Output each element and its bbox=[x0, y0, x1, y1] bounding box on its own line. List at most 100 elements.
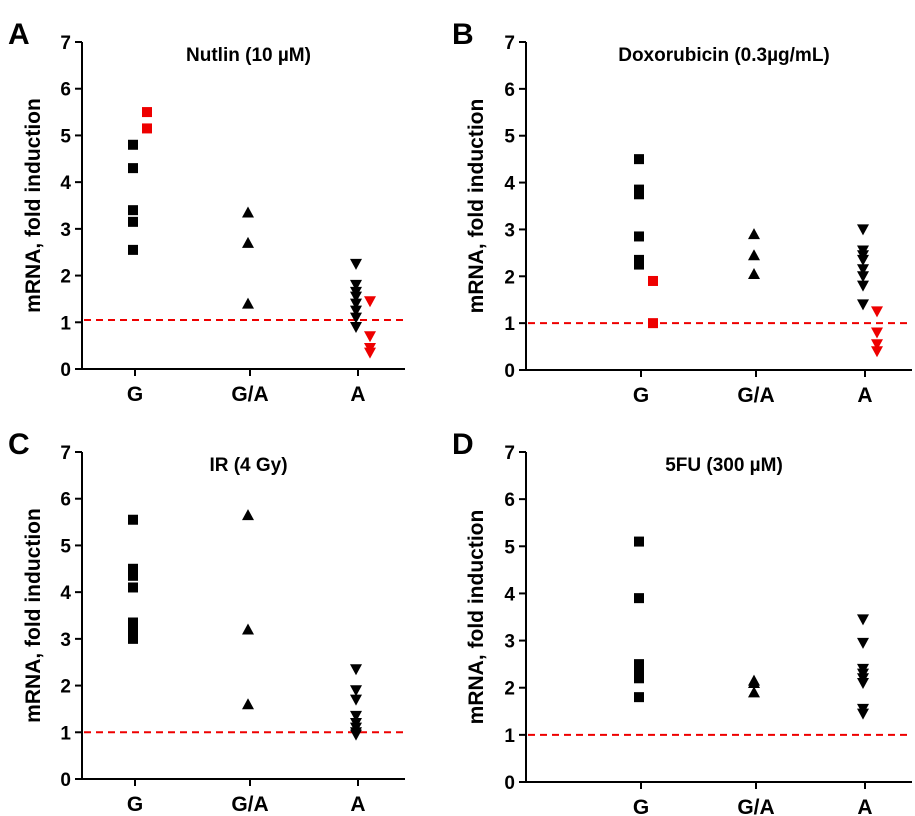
panel-b-data-point bbox=[857, 299, 869, 311]
panel-c-data-point bbox=[128, 570, 138, 581]
panel-c-data-point bbox=[128, 514, 138, 525]
panel-a-ytick-label: 3 bbox=[60, 220, 71, 241]
panel-d-category-label: A bbox=[857, 796, 872, 816]
panel-b-data-point bbox=[634, 231, 644, 242]
panel-c-ytick-label: 3 bbox=[60, 630, 71, 651]
panel-d-data-point bbox=[634, 692, 644, 703]
panel-d-letter: D bbox=[452, 428, 474, 461]
panel-c-ytick-label: 0 bbox=[60, 770, 71, 791]
panel-c-data-point bbox=[350, 685, 362, 697]
panel-b-data-point bbox=[871, 339, 883, 351]
panel-b-data-point bbox=[857, 271, 869, 283]
panel-a-ytick-label: 4 bbox=[60, 173, 71, 194]
panel-d-data-point bbox=[857, 708, 869, 720]
panel-b-category-label: G bbox=[633, 384, 649, 407]
panel-d-data-point bbox=[857, 637, 869, 649]
panel-b-data-point bbox=[857, 254, 869, 266]
panel-c-data-point bbox=[242, 509, 254, 521]
panel-b-data-point bbox=[871, 306, 883, 318]
panel-c-data-point bbox=[350, 664, 362, 676]
panel-b-ytick-label: 2 bbox=[504, 267, 515, 288]
panel-a-data-point bbox=[364, 296, 376, 308]
panel-d-data-point bbox=[857, 614, 869, 626]
panel-b-data-point bbox=[634, 154, 644, 165]
panel-c-category-label: G bbox=[127, 793, 143, 816]
panel-b-ylabel: mRNA, fold induction bbox=[465, 99, 488, 314]
panel-b-data-point bbox=[634, 259, 644, 270]
panel-a-data-point bbox=[364, 347, 376, 359]
panel-c-category-label: G/A bbox=[231, 793, 268, 816]
panel-a-data-point bbox=[364, 331, 376, 343]
panel-d: D 5FU (300 µM) mRNA, fold induction 0 1 2 3 4 5 6… bbox=[452, 428, 912, 816]
panel-b-data-point bbox=[748, 228, 760, 240]
panel-d-ytick-label: 1 bbox=[504, 726, 515, 747]
panel-c-data-point bbox=[128, 563, 138, 574]
panel-d-title: 5FU (300 µM) bbox=[665, 455, 783, 476]
panel-b-letter: B bbox=[452, 18, 474, 51]
panel-b-category-label: G/A bbox=[737, 384, 774, 407]
panel-b-category-label: A bbox=[857, 384, 872, 407]
panel-a-data-point bbox=[128, 205, 138, 216]
panel-c-ytick-label: 6 bbox=[60, 490, 71, 511]
panel-c: C IR (4 Gy) mRNA, fold induction 0 1 2 3 4 5 6 7 G G… bbox=[8, 428, 405, 816]
panel-d-ytick-label: 4 bbox=[504, 584, 515, 605]
panel-d-data-point bbox=[634, 593, 644, 604]
panel-a-data-point bbox=[350, 321, 362, 333]
panel-b-data-point bbox=[634, 189, 644, 200]
panel-c-ytick-label: 1 bbox=[60, 723, 71, 744]
panel-d-data-point bbox=[857, 678, 869, 689]
panel-c-ytick-label: 5 bbox=[60, 536, 71, 557]
panel-b-data-point bbox=[748, 249, 760, 261]
panel-a-data-point bbox=[142, 107, 152, 118]
panel-b-data-point bbox=[871, 327, 883, 339]
panel-b-data-point bbox=[871, 346, 883, 358]
panel-a-category-label: G/A bbox=[231, 383, 268, 406]
panel-b-data-point bbox=[857, 280, 869, 292]
panel-a-data-point bbox=[242, 206, 254, 218]
panel-d-ytick-label: 0 bbox=[504, 773, 515, 794]
panel-b-data-point bbox=[857, 224, 869, 236]
panel-a-data-point bbox=[350, 291, 362, 303]
panel-a-data-point bbox=[350, 312, 362, 324]
panel-d-ytick-label: 5 bbox=[504, 537, 515, 558]
panel-d-data-point bbox=[634, 663, 644, 674]
panel-a-data-point bbox=[128, 244, 138, 255]
panel-a-ytick-label: 5 bbox=[60, 126, 71, 147]
panel-b-title: Doxorubicin (0.3µg/mL) bbox=[618, 45, 830, 66]
panel-b-data-point bbox=[648, 318, 658, 329]
panel-a-data-point bbox=[350, 305, 362, 317]
panel-b-data-point bbox=[748, 267, 760, 279]
panel-c-data-point bbox=[350, 694, 362, 706]
panel-b-ytick-label: 5 bbox=[504, 127, 515, 148]
panel-c-title: IR (4 Gy) bbox=[209, 455, 287, 476]
panel-d-ytick-label: 2 bbox=[504, 679, 515, 700]
panel-a-data-point bbox=[242, 297, 254, 309]
panel-a-ylabel: mRNA, fold induction bbox=[22, 98, 45, 313]
panel-c-data-point bbox=[350, 710, 362, 722]
panel-b: B Doxorubicin (0.3µg/mL) mRNA, fold induct… bbox=[452, 18, 912, 407]
panel-a-ytick-label: 7 bbox=[60, 33, 71, 54]
panel-d-ytick-label: 6 bbox=[504, 490, 515, 511]
panel-c-data-point bbox=[350, 729, 362, 741]
panel-a-ytick-label: 6 bbox=[60, 80, 71, 101]
panel-a-data-point bbox=[142, 123, 152, 134]
panel-a-ytick-label: 2 bbox=[60, 267, 71, 288]
panel-c-letter: C bbox=[8, 428, 30, 461]
panel-a-category-label: A bbox=[350, 383, 365, 406]
panel-a-category-label: G bbox=[127, 383, 143, 406]
panel-d-ytick-label: 3 bbox=[504, 632, 515, 653]
panel-a-data-point bbox=[128, 163, 138, 174]
panel-a-letter: A bbox=[8, 18, 30, 51]
panel-d-category-label: G/A bbox=[737, 796, 774, 816]
panel-d-data-point bbox=[634, 673, 644, 684]
panel-a-ytick-label: 1 bbox=[60, 313, 71, 334]
panel-d-data-point bbox=[634, 536, 644, 547]
panel-a-data-point bbox=[350, 298, 362, 310]
panel-a-data-point bbox=[128, 139, 138, 150]
panel-d-category-label: G bbox=[633, 796, 649, 816]
panel-b-ytick-label: 0 bbox=[504, 361, 515, 382]
panel-c-ytick-label: 7 bbox=[60, 443, 71, 464]
panel-c-data-point bbox=[242, 623, 254, 635]
panel-c-ytick-label: 2 bbox=[60, 677, 71, 698]
